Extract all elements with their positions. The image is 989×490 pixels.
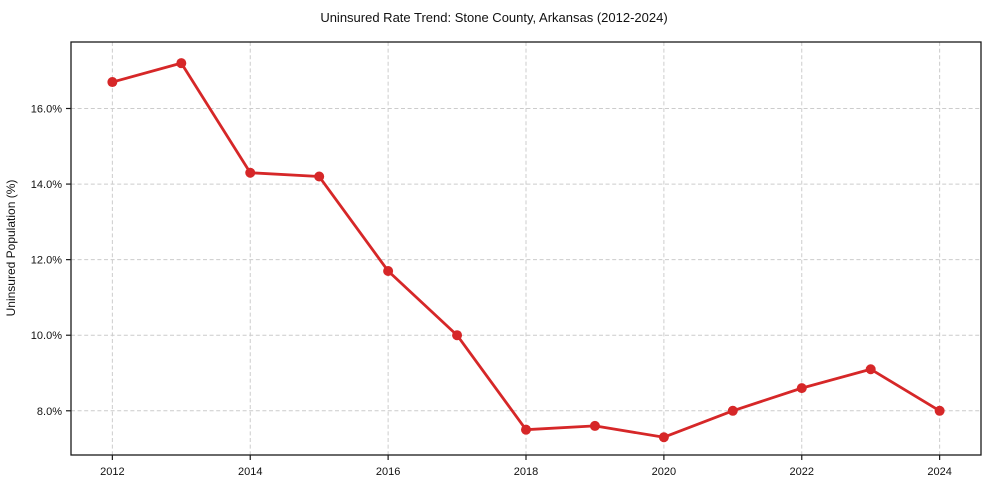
y-tick-label: 12.0% xyxy=(31,255,62,267)
data-point-marker xyxy=(658,432,669,443)
data-point-marker xyxy=(314,171,325,182)
data-point-marker xyxy=(383,265,394,276)
data-point-marker xyxy=(934,405,945,416)
data-point-marker xyxy=(452,330,463,341)
x-tick-label: 2016 xyxy=(376,466,400,478)
data-point-marker xyxy=(727,405,738,416)
grid-layer xyxy=(71,42,981,455)
x-tick-label: 2020 xyxy=(652,466,676,478)
x-tick-label: 2022 xyxy=(790,466,814,478)
y-tick-label: 14.0% xyxy=(31,179,62,191)
chart-title: Uninsured Rate Trend: Stone County, Arka… xyxy=(320,10,667,25)
data-point-marker xyxy=(176,58,187,69)
data-point-marker xyxy=(865,364,876,375)
axes-layer: 2012 2014 2016 2018 2020 2022 2024 8.0% 10.0% 12.… xyxy=(31,41,982,478)
y-tick-label: 16.0% xyxy=(31,104,62,116)
y-axis-label: Uninsured Population (%) xyxy=(4,180,18,317)
data-point-marker xyxy=(107,77,118,88)
x-tick-label: 2014 xyxy=(238,466,262,478)
x-tick-label: 2012 xyxy=(100,466,124,478)
y-tick-label: 10.0% xyxy=(31,330,62,342)
y-tick-label: 8.0% xyxy=(37,406,62,418)
data-layer xyxy=(107,58,945,443)
data-point-marker xyxy=(245,167,256,178)
data-point-marker xyxy=(796,383,807,394)
data-point-marker xyxy=(521,424,531,435)
x-tick-label: 2024 xyxy=(927,466,951,478)
x-tick-label: 2018 xyxy=(514,466,538,478)
data-point-marker xyxy=(589,420,600,431)
